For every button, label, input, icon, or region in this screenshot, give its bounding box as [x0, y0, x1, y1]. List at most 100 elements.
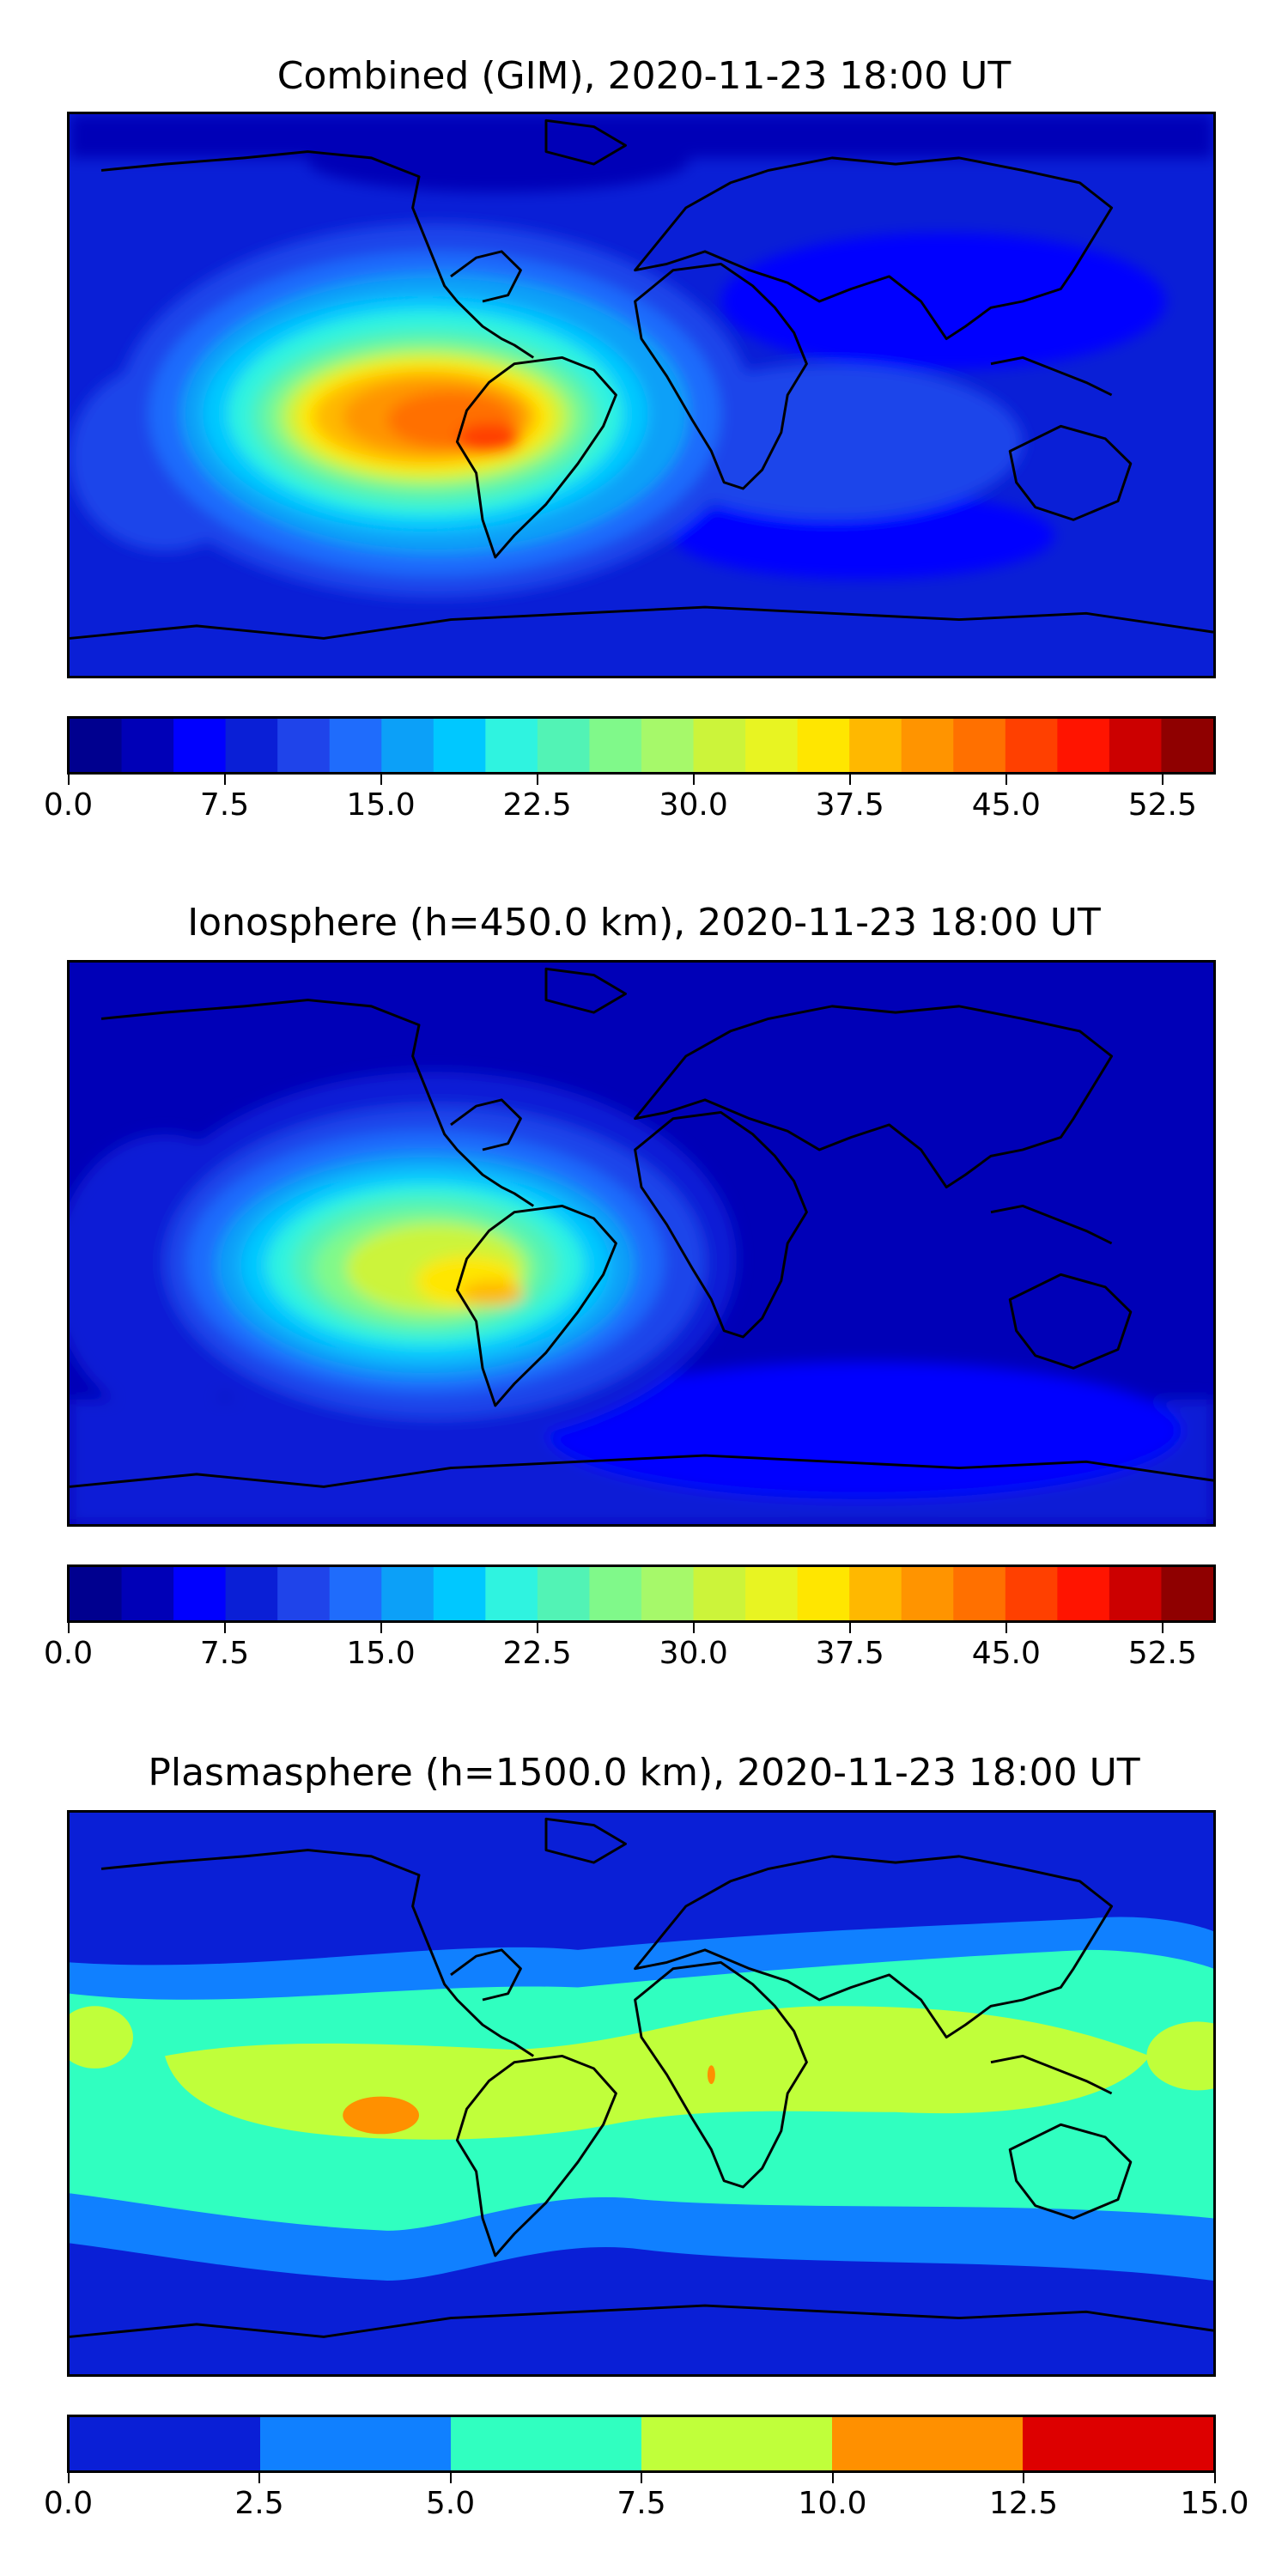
colorbar-swatch — [1109, 719, 1162, 772]
panel-title-combined: Combined (GIM), 2020-11-23 18:00 UT — [276, 54, 1012, 98]
colorbar-swatch — [121, 1567, 174, 1620]
colorbar-tick — [831, 2473, 834, 2483]
panel-title-ionosphere: Ionosphere (h=450.0 km), 2020-11-23 18:0… — [187, 901, 1101, 945]
colorbar-tick-label: 37.5 — [815, 1636, 884, 1671]
colorbar-swatches-ionosphere — [70, 1567, 1213, 1620]
heatmap-ionosphere — [70, 963, 1213, 1524]
colorbar-tick — [258, 2473, 260, 2483]
colorbar-tick-label: 0.0 — [43, 2486, 94, 2521]
colorbar-plasmasphere — [67, 2415, 1216, 2473]
contour-fill-combined — [70, 114, 1213, 598]
colorbar-tick — [1023, 2473, 1024, 2483]
colorbar-swatch — [433, 719, 486, 772]
colorbar-swatch — [485, 1567, 538, 1620]
colorbar-tick-label: 0.0 — [43, 787, 94, 823]
colorbar-swatch — [329, 1567, 382, 1620]
colorbar-tick — [848, 1623, 851, 1633]
colorbar-swatch — [260, 2417, 452, 2470]
colorbar-ticks-ionosphere: 0.0 7.5 15.0 22.5 30.0 37.5 45.0 52.5 — [44, 1623, 1216, 1674]
colorbar-swatch — [797, 719, 850, 772]
colorbar-swatch — [70, 2417, 261, 2470]
colorbar-tick-label: 37.5 — [815, 787, 884, 823]
colorbar-swatch — [277, 1567, 331, 1620]
colorbar-tick — [536, 1623, 538, 1633]
colorbar-swatch — [451, 2417, 642, 2470]
colorbar-swatch — [433, 1567, 486, 1620]
colorbar-tick-label: 45.0 — [971, 1636, 1041, 1671]
colorbar-ionosphere — [67, 1564, 1216, 1623]
colorbar-swatch — [1005, 1567, 1058, 1620]
colorbar-swatch — [589, 1567, 642, 1620]
colorbar-swatch — [693, 1567, 746, 1620]
colorbar-swatches-plasmasphere — [70, 2417, 1213, 2470]
colorbar-tick-label: 10.0 — [798, 2486, 867, 2521]
colorbar-swatch — [641, 719, 695, 772]
colorbar-swatch — [70, 1567, 123, 1620]
colorbar-tick-label: 12.5 — [988, 2486, 1059, 2521]
colorbar-swatch — [745, 1567, 799, 1620]
colorbar-tick — [1161, 1623, 1163, 1633]
colorbar-swatch — [589, 719, 642, 772]
colorbar-tick-label: 7.5 — [617, 2486, 666, 2521]
colorbar-tick — [692, 1623, 695, 1633]
colorbar-tick-label: 15.0 — [1180, 2486, 1249, 2521]
colorbar-tick-label: 22.5 — [502, 1636, 572, 1671]
colorbar-swatch — [121, 719, 174, 772]
colorbar-swatch — [381, 719, 434, 772]
colorbar-tick — [692, 775, 695, 785]
colorbar-swatch — [173, 719, 227, 772]
colorbar-swatch — [901, 1567, 954, 1620]
colorbar-swatch — [70, 719, 123, 772]
colorbar-swatch — [1161, 719, 1213, 772]
colorbar-tick — [67, 2473, 70, 2483]
colorbar-swatch — [641, 2417, 833, 2470]
colorbar-swatch — [537, 719, 590, 772]
colorbar-swatch — [1057, 719, 1110, 772]
colorbar-tick — [536, 775, 538, 785]
colorbar-swatch — [832, 2417, 1024, 2470]
colorbar-tick-label: 30.0 — [659, 1636, 728, 1671]
colorbar-swatch — [745, 719, 799, 772]
map-plasmasphere — [67, 1810, 1216, 2377]
map-combined — [67, 112, 1216, 678]
colorbar-swatch — [693, 719, 746, 772]
colorbar-swatch — [953, 719, 1006, 772]
colorbar-combined — [67, 716, 1216, 775]
colorbar-swatch — [1109, 1567, 1162, 1620]
colorbar-tick-label: 15.0 — [346, 787, 416, 823]
coastlines-plasmasphere — [70, 1817, 1213, 2338]
colorbar-swatch — [485, 719, 538, 772]
heatmap-plasmasphere — [70, 1813, 1213, 2374]
coastlines-ionosphere — [70, 967, 1213, 1488]
colorbar-tick-label: 7.5 — [199, 787, 250, 823]
colorbar-tick — [1213, 2473, 1216, 2483]
colorbar-tick — [67, 775, 70, 785]
colorbar-tick-label: 22.5 — [502, 787, 572, 823]
colorbar-tick — [449, 2473, 452, 2483]
colorbar-tick — [223, 1623, 226, 1633]
heatmap-combined — [70, 114, 1213, 676]
colorbar-swatch — [849, 719, 902, 772]
colorbar-swatch — [381, 1567, 434, 1620]
colorbar-swatch — [641, 1567, 695, 1620]
colorbar-tick — [1005, 775, 1007, 785]
colorbar-swatches-combined — [70, 719, 1213, 772]
colorbar-swatch — [329, 719, 382, 772]
contour-fill-plasmasphere — [70, 1917, 1213, 2281]
colorbar-tick-label: 30.0 — [659, 787, 728, 823]
colorbar-swatch — [225, 1567, 278, 1620]
panel-title-plasmasphere: Plasmasphere (h=1500.0 km), 2020-11-23 1… — [148, 1751, 1140, 1795]
colorbar-swatch — [953, 1567, 1006, 1620]
colorbar-tick — [67, 1623, 70, 1633]
colorbar-tick — [848, 775, 851, 785]
colorbar-swatch — [173, 1567, 227, 1620]
colorbar-tick — [1005, 1623, 1007, 1633]
colorbar-tick-label: 7.5 — [199, 1636, 250, 1671]
colorbar-swatch — [849, 1567, 902, 1620]
colorbar-swatch — [277, 719, 331, 772]
colorbar-tick-label: 52.5 — [1127, 787, 1197, 823]
colorbar-tick-label: 15.0 — [346, 1636, 416, 1671]
colorbar-swatch — [1161, 1567, 1213, 1620]
colorbar-tick-label: 45.0 — [971, 787, 1041, 823]
colorbar-tick — [380, 1623, 382, 1633]
